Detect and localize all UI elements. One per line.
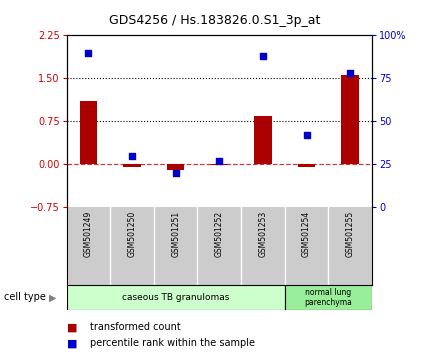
Text: GSM501249: GSM501249 <box>84 211 93 257</box>
Bar <box>80 101 97 164</box>
Bar <box>167 164 184 170</box>
Text: GDS4256 / Hs.183826.0.S1_3p_at: GDS4256 / Hs.183826.0.S1_3p_at <box>109 14 321 27</box>
Bar <box>341 75 359 164</box>
Text: caseous TB granulomas: caseous TB granulomas <box>122 293 229 302</box>
Bar <box>298 164 315 167</box>
Point <box>303 132 310 138</box>
Text: GSM501252: GSM501252 <box>215 211 224 257</box>
Text: cell type: cell type <box>4 292 46 302</box>
Point <box>129 153 135 159</box>
Text: ■: ■ <box>67 338 77 348</box>
Text: percentile rank within the sample: percentile rank within the sample <box>90 338 255 348</box>
Bar <box>123 164 141 167</box>
Text: normal lung
parenchyma: normal lung parenchyma <box>304 288 352 307</box>
Point <box>172 170 179 176</box>
Point <box>347 70 353 76</box>
Bar <box>67 285 285 310</box>
Text: ■: ■ <box>67 322 77 332</box>
Text: GSM501251: GSM501251 <box>171 211 180 257</box>
Text: transformed count: transformed count <box>90 322 181 332</box>
Text: ▶: ▶ <box>49 292 57 302</box>
Text: GSM501255: GSM501255 <box>346 211 355 257</box>
Text: GSM501253: GSM501253 <box>258 211 267 257</box>
Bar <box>211 164 228 165</box>
Point <box>216 158 223 164</box>
Bar <box>285 285 372 310</box>
Point <box>259 53 266 59</box>
Text: GSM501250: GSM501250 <box>128 211 137 257</box>
Point <box>85 50 92 55</box>
Text: GSM501254: GSM501254 <box>302 211 311 257</box>
Bar <box>254 115 272 164</box>
